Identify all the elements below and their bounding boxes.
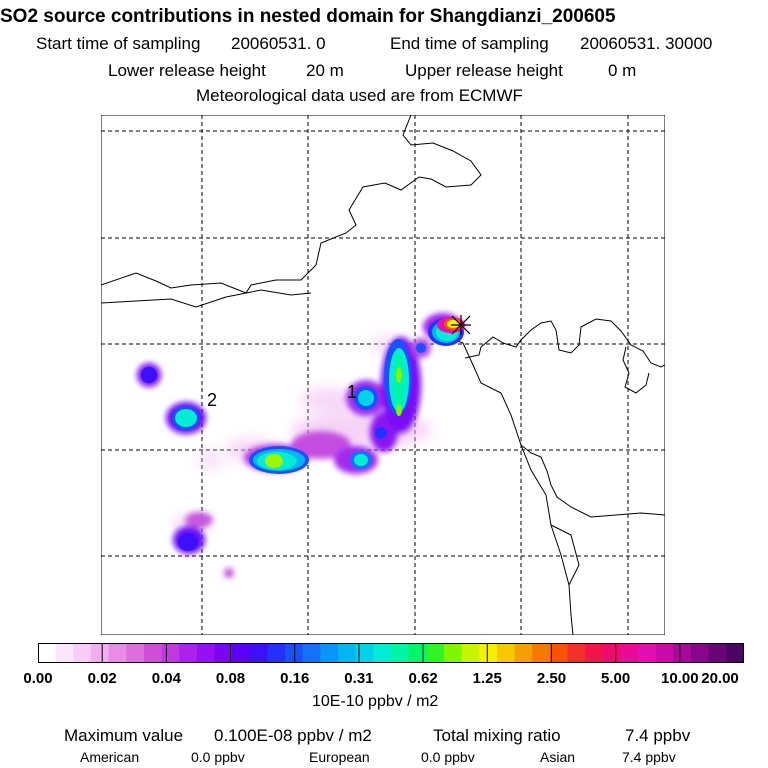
american-value: 0.0 ppbv	[191, 749, 245, 765]
colorbar-cell	[602, 643, 622, 663]
colorbar-tick-label: 0.31	[344, 670, 374, 687]
colorbar-cell	[691, 643, 710, 663]
max-value-label: Maximum value	[64, 726, 184, 745]
colorbar-cell	[355, 643, 374, 663]
colorbar-tick-label: 0.16	[280, 670, 310, 687]
colorbar-cell	[514, 643, 533, 663]
coastline-borders	[101, 115, 665, 635]
total-mixing-value: 7.4 ppbv	[625, 726, 691, 745]
colorbar-cell	[426, 643, 445, 663]
asian-label: Asian	[540, 749, 576, 765]
colorbar-cell	[549, 643, 569, 663]
colorbar-cell	[532, 643, 551, 663]
colorbar-tick-label: 0.62	[408, 670, 438, 687]
page-title: SO2 source contributions in nested domai…	[0, 6, 616, 27]
colorbar-cell	[196, 643, 216, 663]
asian-value: 7.4 ppbv	[622, 749, 676, 765]
colorbar-cell	[108, 643, 127, 663]
colorbar-cell	[285, 643, 304, 663]
colorbar-cell	[249, 643, 269, 663]
colorbar-cell	[461, 643, 480, 663]
start-time-label: Start time of sampling	[36, 34, 201, 53]
region-label-2: 2	[207, 390, 217, 410]
upper-release-value: 0 m	[608, 61, 637, 80]
colorbar-cell	[161, 643, 180, 663]
colorbar-cell	[214, 643, 233, 663]
colorbar-cell	[90, 643, 110, 663]
colorbar-tick-label: 0.04	[151, 670, 181, 687]
colorbar-cell	[179, 643, 198, 663]
european-label: European	[309, 749, 370, 765]
colorbar-cell	[320, 643, 339, 663]
colorbar-cell	[496, 643, 516, 663]
map-grid	[101, 115, 665, 635]
colorbar-cell	[585, 643, 604, 663]
colorbar-cell	[391, 643, 410, 663]
colorbar-cell	[479, 643, 498, 663]
meteo-note: Meteorological data used are from ECMWF	[196, 86, 523, 105]
colorbar-tick-label: 0.08	[215, 670, 246, 687]
cross-asterisk-icon	[451, 315, 471, 335]
colorbar-cell	[55, 643, 74, 663]
colorbar-cell	[302, 643, 321, 663]
colorbar-cell	[232, 643, 251, 663]
european-value: 0.0 ppbv	[421, 749, 475, 765]
upper-release-label: Upper release height	[405, 61, 563, 80]
lower-release-label: Lower release height	[108, 61, 266, 80]
colorbar-cell	[267, 643, 286, 663]
colorbar-cell	[38, 643, 57, 663]
colorbar-unit: 10E-10 ppbv / m2	[312, 693, 439, 710]
total-mixing-label: Total mixing ratio	[433, 726, 561, 745]
colorbar-tick-label: 1.25	[472, 670, 502, 687]
colorbar-cell	[638, 643, 657, 663]
colorbar-cell	[143, 643, 163, 663]
colorbar-tick-label: 0.00	[23, 670, 53, 687]
colorbar-cell	[708, 643, 727, 663]
contribution-map: 1 2	[101, 115, 665, 635]
colorbar-tick-label: 5.00	[601, 670, 631, 687]
colorbar	[38, 643, 744, 663]
end-time-label: End time of sampling	[390, 34, 549, 53]
start-time-value: 20060531. 0	[231, 34, 326, 53]
colorbar-cell	[673, 643, 692, 663]
colorbar-tick-label: 2.50	[536, 670, 567, 687]
end-time-value: 20060531. 30000	[580, 34, 713, 53]
lower-release-value: 20 m	[306, 61, 344, 80]
colorbar-cell	[726, 643, 744, 663]
colorbar-cell	[338, 643, 357, 663]
region-label-1: 1	[347, 382, 357, 402]
max-value: 0.100E-08 ppbv / m2	[214, 726, 372, 745]
colorbar-cell	[73, 643, 92, 663]
colorbar-cell	[443, 643, 463, 663]
colorbar-cell	[373, 643, 392, 663]
colorbar-cell	[620, 643, 639, 663]
colorbar-cell	[567, 643, 586, 663]
colorbar-cell	[408, 643, 427, 663]
colorbar-cell	[126, 643, 145, 663]
colorbar-tick-label: 20.00	[701, 670, 739, 687]
american-label: American	[80, 749, 140, 765]
colorbar-tick-label: 10.00	[661, 670, 699, 687]
colorbar-cell	[655, 643, 674, 663]
colorbar-tick-label: 0.02	[87, 670, 117, 687]
